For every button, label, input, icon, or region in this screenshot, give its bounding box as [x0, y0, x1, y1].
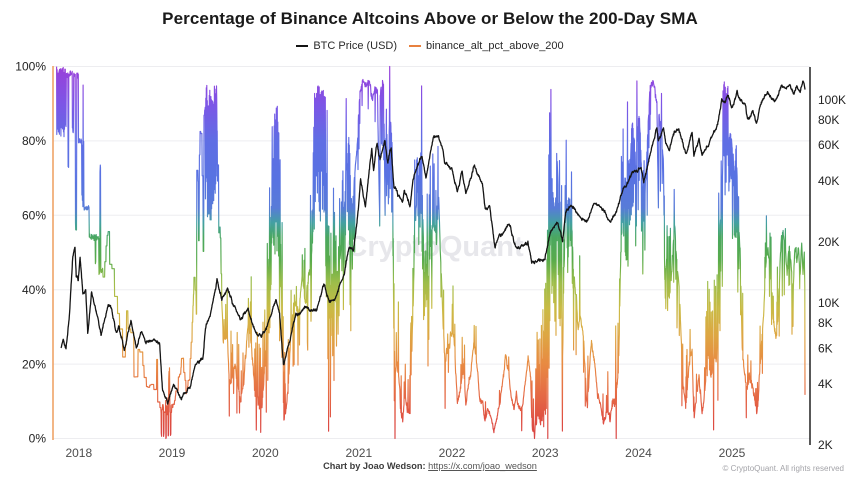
svg-text:20%: 20%: [22, 357, 46, 371]
svg-text:60%: 60%: [22, 209, 46, 223]
svg-text:2024: 2024: [625, 446, 652, 460]
svg-text:10K: 10K: [818, 296, 839, 310]
svg-text:2022: 2022: [439, 446, 466, 460]
svg-text:2023: 2023: [532, 446, 559, 460]
svg-text:2021: 2021: [345, 446, 372, 460]
svg-text:100%: 100%: [15, 60, 46, 74]
svg-text:40K: 40K: [818, 174, 839, 188]
svg-text:100K: 100K: [818, 93, 846, 107]
svg-text:8K: 8K: [818, 316, 833, 330]
svg-text:60K: 60K: [818, 138, 839, 152]
svg-text:20K: 20K: [818, 235, 839, 249]
svg-text:2018: 2018: [65, 446, 92, 460]
svg-text:0%: 0%: [29, 432, 47, 446]
svg-text:80K: 80K: [818, 113, 839, 127]
svg-text:6K: 6K: [818, 341, 833, 355]
svg-text:4K: 4K: [818, 377, 833, 391]
svg-text:2020: 2020: [252, 446, 279, 460]
svg-text:2025: 2025: [719, 446, 746, 460]
svg-text:2019: 2019: [159, 446, 186, 460]
svg-text:40%: 40%: [22, 283, 46, 297]
svg-text:CryptoQuant: CryptoQuant: [346, 231, 524, 263]
svg-text:2K: 2K: [818, 438, 833, 452]
svg-text:80%: 80%: [22, 134, 46, 148]
